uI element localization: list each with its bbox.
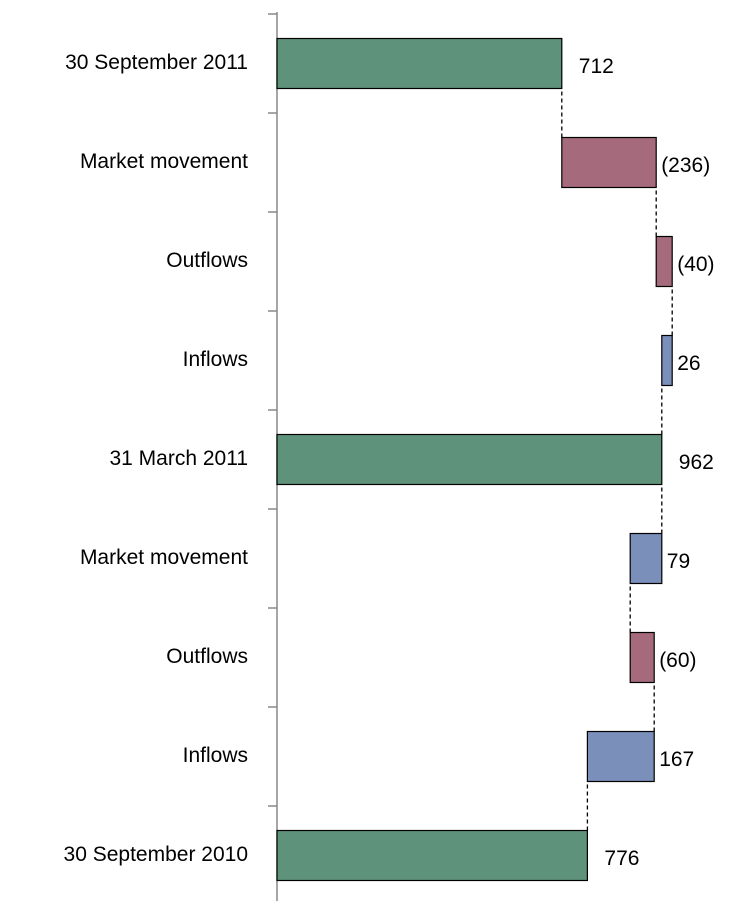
value-label: (40) <box>677 253 714 276</box>
value-label: (60) <box>659 649 696 672</box>
value-label: 776 <box>604 847 639 870</box>
bar <box>629 532 663 585</box>
bar <box>629 631 655 684</box>
value-label: 712 <box>579 55 614 78</box>
category-label: 30 September 2011 <box>65 51 248 74</box>
bar <box>276 433 663 486</box>
value-label: 79 <box>667 550 690 573</box>
category-label: Inflows <box>183 348 248 371</box>
value-label: 167 <box>659 748 694 771</box>
bar <box>661 334 673 387</box>
category-label: Market movement <box>80 546 248 569</box>
category-label: Outflows <box>166 249 248 272</box>
bar <box>586 730 655 783</box>
bar <box>276 37 563 90</box>
value-label: (236) <box>661 154 710 177</box>
category-label: Market movement <box>80 150 248 173</box>
bar <box>276 829 588 882</box>
value-label: 962 <box>679 451 714 474</box>
bar <box>655 235 673 288</box>
value-label: 26 <box>677 352 700 375</box>
bar <box>561 136 657 189</box>
category-label: 30 September 2010 <box>64 843 248 866</box>
category-label: 31 March 2011 <box>109 447 248 470</box>
category-label: Inflows <box>183 744 248 767</box>
category-label: Outflows <box>166 645 248 668</box>
